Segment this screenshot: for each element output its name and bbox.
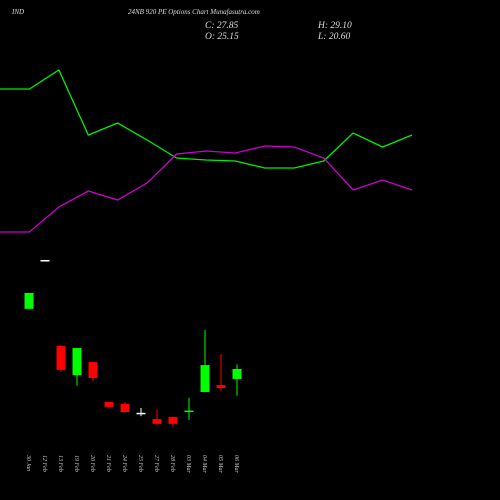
candle-body [40, 259, 50, 262]
x-tick-label: 04 Mar [201, 455, 208, 473]
x-tick-label: 12 Feb [41, 455, 47, 472]
line-series [0, 145, 413, 233]
x-tick-label: 19 Feb [73, 455, 79, 472]
candle-body [232, 368, 242, 379]
x-tick-label: 20 Feb [89, 455, 95, 472]
candle-body [88, 362, 98, 379]
candle-body [152, 419, 162, 424]
high-label: H: 29.10 [317, 21, 352, 31]
candle-body [120, 403, 130, 413]
candle-body [216, 385, 226, 389]
candle-body [24, 292, 34, 309]
x-tick-label: 24 Feb [121, 455, 128, 472]
candle-body [168, 416, 178, 424]
x-tick-label: 13 Feb [57, 455, 63, 472]
line-series [0, 69, 413, 169]
x-tick-label: 28 Feb [169, 455, 175, 472]
x-tick-label: 30 Jan [25, 454, 31, 471]
x-tick-label: 25 Feb [137, 455, 143, 472]
candle-body [72, 348, 82, 376]
chart-title: 24NB 920 PE Options Chart Munafasutra.co… [128, 8, 260, 16]
x-tick-label: 03 Mar [185, 455, 191, 473]
x-tick-label: 05 Mar [217, 455, 223, 473]
close-label: C: 27.85 [205, 21, 239, 31]
open-label: O: 25.15 [205, 32, 239, 42]
candle-body [184, 410, 194, 413]
symbol: IND [11, 8, 24, 16]
low-label: L: 20.60 [317, 32, 350, 42]
x-tick-label: 06 Mar [233, 455, 239, 473]
candle-body [104, 402, 114, 407]
candle-body [56, 345, 66, 370]
x-tick-label: 27 Feb [153, 455, 159, 472]
candle-body [200, 365, 210, 393]
x-tick-label: 21 Feb [105, 455, 111, 472]
candle-body [136, 412, 146, 415]
